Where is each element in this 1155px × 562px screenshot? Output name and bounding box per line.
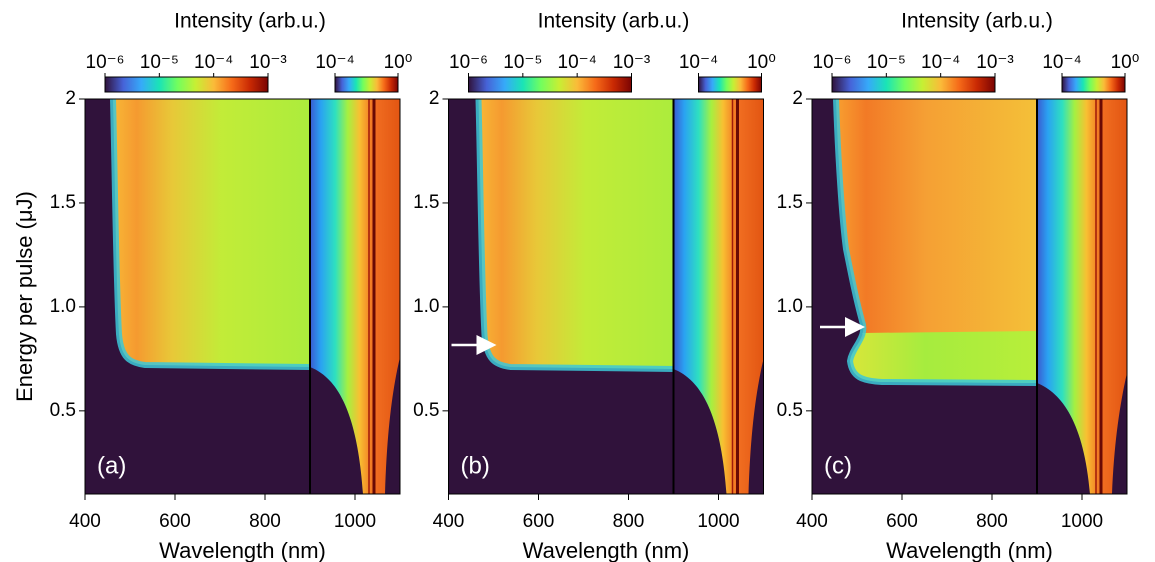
colorbar-tick-label: 10⁻⁶ (86, 52, 125, 73)
colorbar-tick-label: 10⁻³ (976, 52, 1014, 73)
x-tick-label: 800 (976, 511, 1008, 532)
x-tick-label: 1000 (697, 511, 739, 532)
colorbar (698, 76, 762, 93)
colorbar-tick-label: 10⁻⁶ (813, 52, 852, 73)
heatmap-region (1037, 99, 1127, 494)
colorbar-tick-label: 10⁻⁴ (194, 52, 233, 73)
colorbar-tick-label: 10⁰ (384, 52, 413, 73)
panel: (b) 400 600 800 1000 0.5 1.0 1.5 2 Wavelength (nm… (413, 10, 776, 562)
heatmap (812, 99, 1127, 494)
plot-frame (84, 98, 401, 495)
x-tick-label: 600 (886, 511, 918, 532)
colorbar (831, 76, 996, 93)
heatmap-edge (833, 99, 1038, 386)
x-tick-label: 800 (613, 511, 645, 532)
colorbar-title: Intensity (arb.u.) (174, 10, 326, 33)
colorbar-tick-label: 10⁻⁴ (558, 52, 597, 73)
y-tick-label: 2 (429, 88, 440, 109)
y-tick-label: 1.5 (50, 192, 76, 213)
x-axis-label: Wavelength (nm) (523, 538, 690, 562)
colorbar-tick-label: 10⁻⁴ (1042, 52, 1081, 73)
panel: (c) 400 600 800 1000 0.5 1.0 1.5 2 Wavelength (nm… (777, 10, 1140, 562)
y-tick-label: 0.5 (413, 400, 439, 421)
x-tick-label: 400 (433, 511, 465, 532)
y-tick-label: 1.5 (413, 192, 439, 213)
colorbar-tick-label: 10⁻⁵ (140, 52, 179, 73)
x-tick-label: 400 (796, 511, 828, 532)
y-tick-label: 1.0 (413, 296, 439, 317)
colorbar-tick-label: 10⁰ (747, 52, 776, 73)
heatmap-region (310, 99, 400, 494)
colorbar-tick-label: 10⁻⁵ (503, 52, 542, 73)
panel-label: (b) (461, 452, 490, 479)
heatmap-image (110, 99, 400, 494)
y-tick-label: 0.5 (777, 400, 803, 421)
heatmap-region (478, 99, 674, 369)
x-axis-label: Wavelength (nm) (159, 538, 326, 562)
x-tick-label: 600 (159, 511, 191, 532)
x-tick-label: 1000 (334, 511, 376, 532)
colorbar (1061, 76, 1126, 93)
plot-frame (811, 98, 1128, 495)
y-tick-label: 0.5 (50, 400, 76, 421)
colorbar (468, 76, 632, 93)
colorbar-tick-label: 10⁻⁶ (449, 52, 488, 73)
y-tick-label: 2 (792, 88, 803, 109)
x-tick-label: 600 (523, 511, 555, 532)
colorbar-tick-label: 10⁻⁴ (679, 52, 718, 73)
colorbar-tick-label: 10⁰ (1111, 52, 1140, 73)
heatmap (85, 99, 400, 494)
colorbar-title: Intensity (arb.u.) (538, 10, 690, 33)
y-tick-label: 2 (65, 88, 76, 109)
heatmap-region (113, 99, 310, 367)
panel-label: (c) (824, 452, 852, 479)
heatmap-region (850, 331, 1037, 383)
heatmap-edge (475, 99, 674, 372)
y-tick-label: 1.5 (777, 192, 803, 213)
panel: (a) 400 600 800 1000 0.5 1.0 1.5 2 Wavelength (nm… (12, 10, 413, 562)
colorbar-tick-label: 10⁻⁴ (315, 52, 354, 73)
colorbar (104, 76, 269, 93)
x-tick-label: 800 (249, 511, 281, 532)
y-tick-label: 1.0 (50, 296, 76, 317)
panel-label: (a) (97, 452, 126, 479)
colorbar-title: Intensity (arb.u.) (901, 10, 1053, 33)
x-tick-label: 1000 (1061, 511, 1103, 532)
y-axis-label: Energy per pulse (μJ) (12, 191, 37, 402)
colorbar-tick-label: 10⁻⁴ (921, 52, 960, 73)
colorbar-tick-label: 10⁻³ (249, 52, 287, 73)
colorbar-tick-label: 10⁻³ (613, 52, 651, 73)
heatmap (448, 99, 764, 494)
colorbar (334, 76, 399, 93)
heatmap-edge (110, 99, 311, 370)
heatmap-region (836, 99, 1037, 383)
y-tick-label: 1.0 (777, 296, 803, 317)
heatmap-region (673, 99, 764, 494)
x-tick-label: 400 (69, 511, 101, 532)
colorbar-tick-label: 10⁻⁵ (867, 52, 906, 73)
heatmap-image (833, 99, 1127, 494)
heatmap-image (475, 99, 764, 494)
plot-frame (448, 98, 764, 495)
x-axis-label: Wavelength (nm) (886, 538, 1053, 562)
